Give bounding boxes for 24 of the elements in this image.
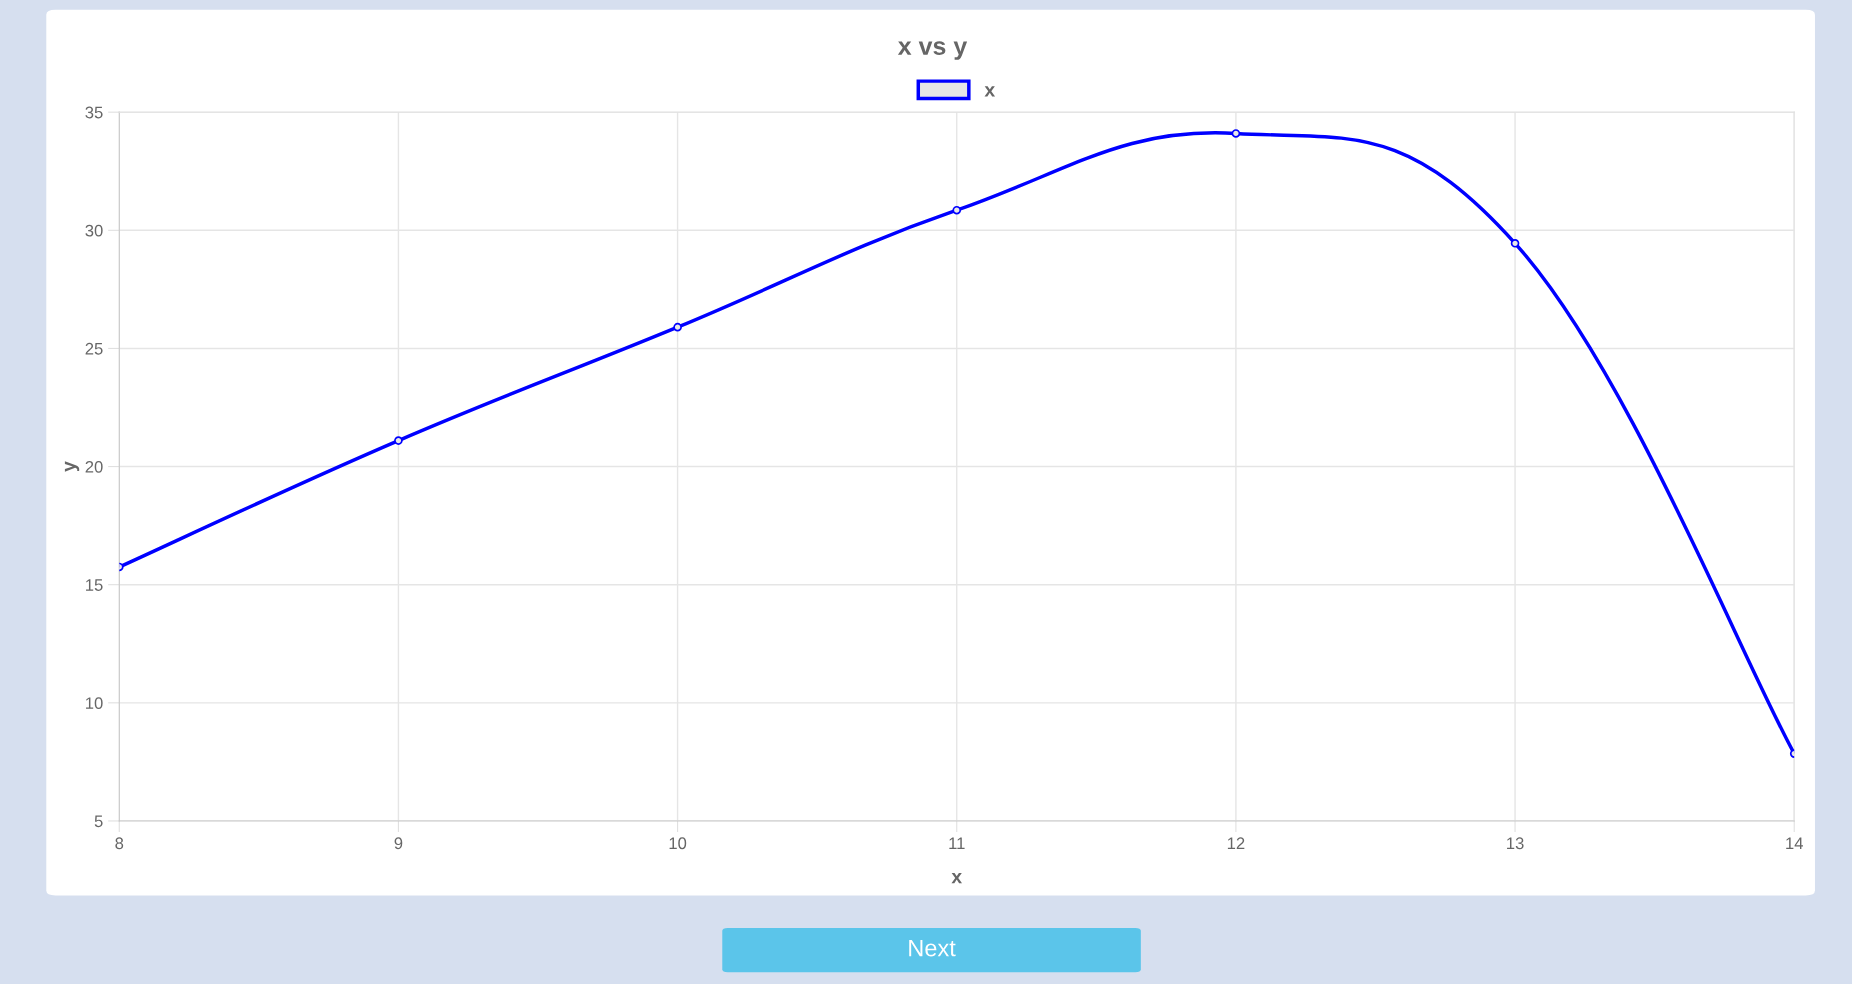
text: Next bbox=[909, 939, 956, 957]
x-axis-title: x bbox=[951, 872, 963, 884]
point bbox=[952, 205, 962, 215]
x-tick-label: 12 bbox=[1227, 837, 1245, 849]
x-tick-label: 9 bbox=[394, 837, 403, 850]
x-tick-label: 10 bbox=[669, 837, 687, 850]
y-tick-label: 25 bbox=[85, 342, 103, 355]
x-tick-label: 8 bbox=[115, 837, 124, 850]
chart-title: x vs y bbox=[897, 41, 968, 60]
y-tick-label: 30 bbox=[85, 224, 103, 237]
y-axis-title: y bbox=[64, 461, 80, 472]
y-tick-label: 35 bbox=[85, 106, 103, 119]
y-tick-label: 10 bbox=[86, 697, 103, 710]
x-tick-label: 14 bbox=[1786, 837, 1803, 849]
point bbox=[394, 436, 403, 445]
y-tick-label: 15 bbox=[86, 579, 103, 591]
point bbox=[673, 322, 682, 332]
point bbox=[1510, 238, 1520, 248]
x-tick-label: 11 bbox=[949, 837, 965, 849]
y-tick-label: 20 bbox=[85, 460, 103, 473]
legend-label: x bbox=[984, 86, 996, 97]
point bbox=[1231, 129, 1241, 138]
x-tick-label: 13 bbox=[1507, 837, 1524, 850]
y-tick-label: 5 bbox=[94, 815, 103, 828]
